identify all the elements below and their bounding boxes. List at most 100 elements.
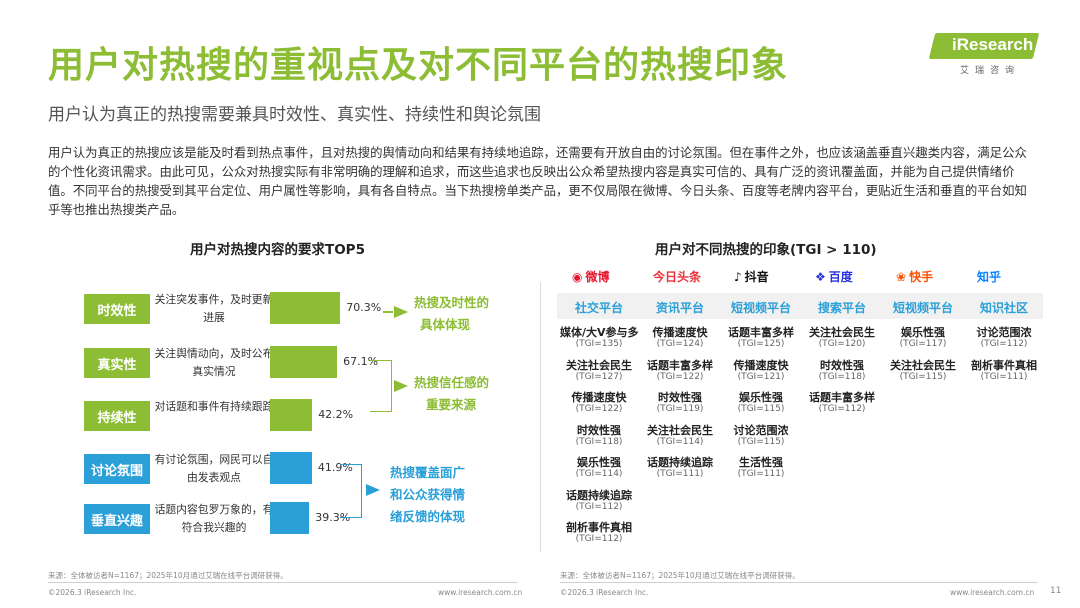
tgi-item-label: 关注社会民生 [566,358,632,372]
tgi-item: 关注社会民生 (TGI=115) [884,359,962,383]
category-description: 对话题和事件有持续跟踪 [154,400,274,413]
category-box: 时效性 [84,294,150,324]
tgi-item: 关注社会民生 (TGI=120) [803,326,881,350]
tgi-item-label: 剖析事件真相 [566,521,632,534]
tgi-item-label: 讨论范围浓 [976,326,1032,339]
platform-brand: ❖ 百度 [815,268,853,285]
footer-line-right [560,582,1038,583]
category-description: 有讨论氛围，网民可以自由发表观点 [154,453,274,484]
tgi-item: 时效性强 (TGI=118) [560,424,638,448]
conclusion-2-line1: 热搜信任感的 [414,375,490,390]
tgi-item-value: (TGI=112) [575,534,623,544]
category-box: 持续性 [84,401,150,431]
tgi-item-label: 时效性强 [577,423,621,437]
tgi-item-label: 传播速度快 [733,358,789,372]
tgi-item-value: (TGI=117) [899,339,947,349]
url-right: www.iresearch.com.cn [950,588,1035,597]
tgi-item-label: 讨论范围浓 [733,423,789,437]
conclusion-2-line2: 重要来源 [426,397,477,412]
tgi-item-value: (TGI=124) [656,339,704,349]
category-description: 话题内容包罗万象的，有符合我兴趣的 [154,503,274,534]
conclusion-3-line2: 和公众获得情 [390,487,466,502]
tgi-item-value: (TGI=112) [980,339,1028,349]
conclusion-3-line1: 热搜覆盖面广 [390,465,466,480]
tgi-item-value: (TGI=135) [575,339,623,349]
copyright-left: ©2026.3 iResearch Inc. [48,588,137,597]
tgi-item: 传播速度快 (TGI=121) [722,359,800,383]
bar [270,452,312,484]
tgi-item: 话题丰富多样 (TGI=125) [722,326,800,350]
conclusion-3-line3: 绪反馈的体现 [390,509,466,524]
tgi-item: 话题丰富多样 (TGI=122) [641,359,719,383]
brace-2 [370,360,392,412]
tgi-item: 传播速度快 (TGI=124) [641,326,719,350]
tgi-item-value: (TGI=122) [575,404,623,414]
tgi-item: 娱乐性强 (TGI=115) [722,391,800,415]
tgi-item: 话题持续追踪 (TGI=111) [641,456,719,480]
tgi-item: 时效性强 (TGI=118) [803,359,881,383]
category-box: 垂直兴趣 [84,504,150,534]
brace-1 [383,311,393,313]
tgi-item-value: (TGI=111) [656,469,704,479]
platform-category: 知识社区 [979,301,1028,315]
tgi-item: 关注社会民生 (TGI=114) [641,424,719,448]
arrow-2 [394,380,408,392]
tgi-item-label: 时效性强 [820,358,864,372]
intro-paragraph: 用户认为真正的热搜应该是能及时看到热点事件，且对热搜的舆情动向和结果有持续地追踪… [48,145,1027,217]
tgi-item-value: (TGI=111) [980,371,1028,382]
tgi-item: 娱乐性强 (TGI=117) [884,326,962,350]
platform-brand: 今日头条 [653,268,701,285]
conclusion-2: 热搜信任感的 重要来源 [414,372,489,416]
tgi-item-value: (TGI=127) [575,371,623,382]
tgi-item: 话题持续追踪 (TGI=112) [560,489,638,513]
category-box: 讨论氛围 [84,454,150,484]
platform-name: 知乎 [977,270,1002,284]
source-note-right: 来源：全体被访者N=1167；2025年10月通过艾瑞在线平台调研获得。 [560,571,800,580]
tgi-item-label: 娱乐性强 [577,456,621,469]
platform-logo-icon: ❀ [896,269,907,284]
tgi-item: 关注社会民生 (TGI=127) [560,359,638,383]
arrow-3 [366,484,380,496]
brace-3 [340,464,362,518]
tgi-item-label: 关注社会民生 [647,423,713,437]
copyright-right: ©2026.3 iResearch Inc. [560,588,649,597]
platform-category: 短视频平台 [892,301,953,315]
tgi-item-value: (TGI=121) [737,371,785,382]
bar [270,292,341,324]
tgi-item-label: 话题持续追踪 [566,488,632,502]
tgi-item-value: (TGI=114) [575,469,623,479]
bar-value-label: 42.2% [318,408,354,421]
platform-brand: ❀ 快手 [896,268,933,285]
platform-logo-icon: ❖ [815,269,826,284]
platform-category: 短视频平台 [730,301,791,315]
tgi-item-label: 话题丰富多样 [728,326,794,339]
tgi-item-label: 话题丰富多样 [647,358,713,372]
category-header-row [557,293,1043,319]
bar-value-label: 70.3% [346,301,382,314]
bar-value-label: 39.3% [315,511,351,524]
tgi-item-value: (TGI=122) [656,371,704,382]
tgi-item-label: 话题丰富多样 [809,391,875,404]
tgi-item-label: 娱乐性强 [739,391,783,404]
tgi-item-value: (TGI=111) [737,469,785,479]
page-number: 11 [1050,586,1062,596]
tgi-item-value: (TGI=112) [575,501,623,512]
source-note-left: 来源：全体被访者N=1167；2025年10月通过艾瑞在线平台调研获得。 [48,571,288,580]
tgi-item-label: 关注社会民生 [890,358,956,372]
platform-name: 百度 [828,270,853,284]
page-title: 用户对热搜的重视点及对不同平台的热搜印象 [48,45,789,86]
tgi-item: 传播速度快 (TGI=122) [560,391,638,415]
tgi-item-value: (TGI=125) [737,339,785,349]
platform-name: 抖音 [744,270,769,284]
platform-brand: ♪ 抖音 [734,268,769,285]
tgi-item: 剖析事件真相 (TGI=112) [560,521,638,545]
bar-value-label: 67.1% [343,355,379,368]
tgi-item: 剖析事件真相 (TGI=111) [965,359,1043,383]
logo-subtext: 艾瑞咨询 [960,66,1021,76]
footer-line-left [48,582,518,583]
tgi-item-value: (TGI=119) [656,404,704,414]
tgi-item-value: (TGI=118) [818,371,866,382]
tgi-item-label: 娱乐性强 [901,326,945,339]
platform-logo-icon: ◉ [572,269,583,284]
platform-logo-icon: ♪ [734,269,742,284]
